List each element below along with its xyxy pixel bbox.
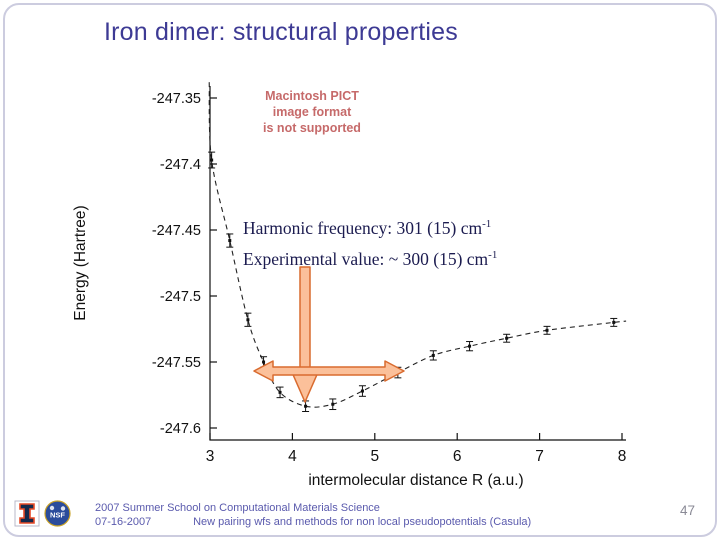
energy-curve-chart: -247.35 -247.4 -247.45 -247.5 -247.55 -247.6 3… [72,82,627,489]
double-arrow-shape [253,360,405,382]
data-point [360,389,364,393]
x-tick-label: 4 [288,448,297,465]
x-tick-label: 3 [206,448,215,465]
x-tick-label: 7 [535,448,544,465]
harmonic-frequency-line: Harmonic frequency: 301 (15) cm-1 [243,211,497,242]
x-axis-label: intermolecular distance R (a.u.) [308,472,523,489]
data-point [304,404,308,408]
y-tick-label: -247.4 [160,157,201,173]
pict-notice-line: Macintosh PICT [265,89,359,103]
data-point [612,320,616,324]
data-point [278,390,282,394]
pict-placeholder-notice: Macintosh PICT image format is not suppo… [232,88,392,136]
data-point [468,344,472,348]
nsf-logo: NSF [44,500,71,527]
data-point [228,239,232,243]
university-of-illinois-logo [14,500,40,527]
data-point [262,360,266,364]
x-tick-label: 8 [618,448,627,465]
frequency-annotation: Harmonic frequency: 301 (15) cm-1 Experi… [243,211,497,273]
y-tick-label: -247.45 [152,223,201,239]
footer-line2-row: 07-16-2007 New pairing wfs and methods f… [95,515,531,529]
footer-date: 07-16-2007 [95,516,152,528]
experimental-value-line: Experimental value: ~ 300 (15) cm-1 [243,242,497,273]
x-tick-label: 6 [453,448,462,465]
data-point [331,402,335,406]
footer-subtitle: New pairing wfs and methods for non loca… [193,516,532,528]
x-tick-label: 5 [370,448,379,465]
experimental-value-text: Experimental value: ~ 300 (15) cm [243,248,489,269]
data-point [545,328,549,332]
nsf-logo-text: NSF [50,511,65,520]
data-point [210,158,214,162]
experimental-value-exponent: -1 [488,248,498,261]
harmonic-frequency-text: Harmonic frequency: 301 (15) cm [243,217,483,238]
pict-notice-line: image format [272,105,352,119]
y-axis-label: Energy (Hartree) [72,205,89,320]
footer-line1: 2007 Summer School on Computational Mate… [95,502,380,514]
y-tick-label: -247.35 [152,91,201,107]
y-tick-label: -247.5 [160,289,201,305]
slide-title: Iron dimer: structural properties [104,18,458,46]
slide-footer: 2007 Summer School on Computational Mate… [95,501,531,529]
bond-length-double-arrow [253,360,405,382]
y-tick-label: -247.6 [160,421,201,437]
data-point [431,353,435,357]
data-point [505,336,509,340]
y-tick-label: -247.55 [152,355,201,371]
data-point [246,318,250,322]
page-number: 47 [680,503,696,518]
harmonic-frequency-exponent: -1 [482,218,492,230]
pict-notice-line: is not supported [263,121,361,135]
